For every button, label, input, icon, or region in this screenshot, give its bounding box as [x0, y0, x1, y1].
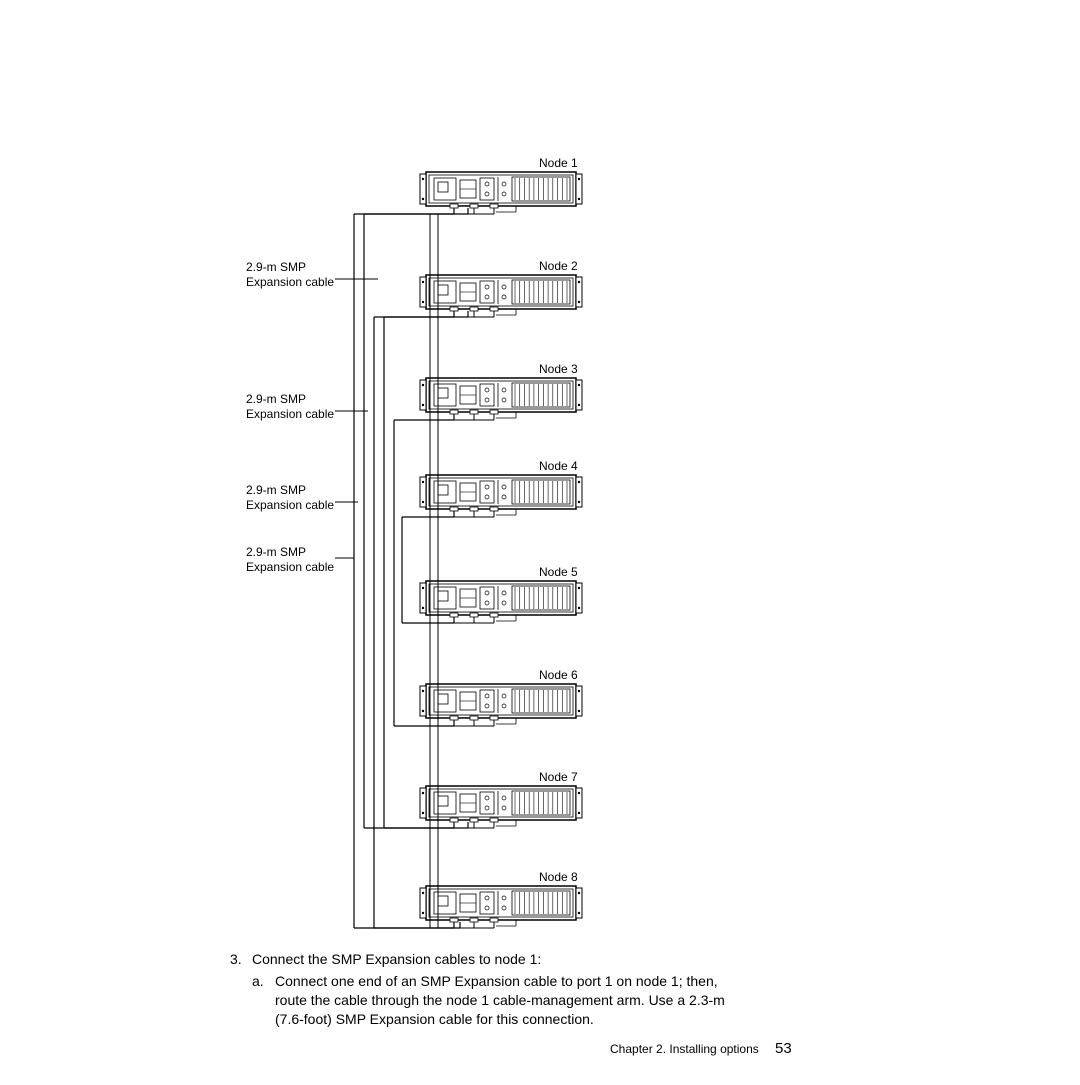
- cable-label-4: 2.9-m SMP Expansion cable: [246, 545, 334, 575]
- step-text: Connect the SMP Expansion cables to node…: [252, 950, 541, 969]
- cable-label-3-line1: 2.9-m SMP: [246, 483, 306, 497]
- step-number: 3.: [230, 950, 242, 969]
- cable-label-3-line2: Expansion cable: [246, 498, 334, 512]
- node-label-8: Node 8: [539, 870, 578, 884]
- footer-chapter: Chapter 2. Installing options: [610, 1042, 759, 1056]
- node-label-6: Node 6: [539, 668, 578, 682]
- node-label-7: Node 7: [539, 770, 578, 784]
- node-label-1: Node 1: [539, 156, 578, 170]
- substep-text: Connect one end of an SMP Expansion cabl…: [275, 972, 745, 1029]
- node-label-5: Node 5: [539, 565, 578, 579]
- cable-label-4-line2: Expansion cable: [246, 560, 334, 574]
- substep-line3: (7.6-foot) SMP Expansion cable for this …: [275, 1011, 594, 1027]
- node-label-3: Node 3: [539, 362, 578, 376]
- document-page: Node 1 Node 2 Node 3 Node 4 Node 5 Node …: [0, 0, 1080, 1080]
- substep-line2: route the cable through the node 1 cable…: [275, 992, 725, 1008]
- substep-line1: Connect one end of an SMP Expansion cabl…: [275, 973, 718, 989]
- cable-label-2-line2: Expansion cable: [246, 407, 334, 421]
- cable-label-2: 2.9-m SMP Expansion cable: [246, 392, 334, 422]
- substep-letter: a.: [252, 972, 264, 991]
- cable-label-1-line2: Expansion cable: [246, 275, 334, 289]
- cable-label-2-line1: 2.9-m SMP: [246, 392, 306, 406]
- cable-label-1-line1: 2.9-m SMP: [246, 260, 306, 274]
- node-label-4: Node 4: [539, 459, 578, 473]
- cable-label-3: 2.9-m SMP Expansion cable: [246, 483, 334, 513]
- footer-page-number: 53: [775, 1040, 792, 1057]
- cable-label-1: 2.9-m SMP Expansion cable: [246, 260, 334, 290]
- node-label-2: Node 2: [539, 259, 578, 273]
- cable-label-4-line1: 2.9-m SMP: [246, 545, 306, 559]
